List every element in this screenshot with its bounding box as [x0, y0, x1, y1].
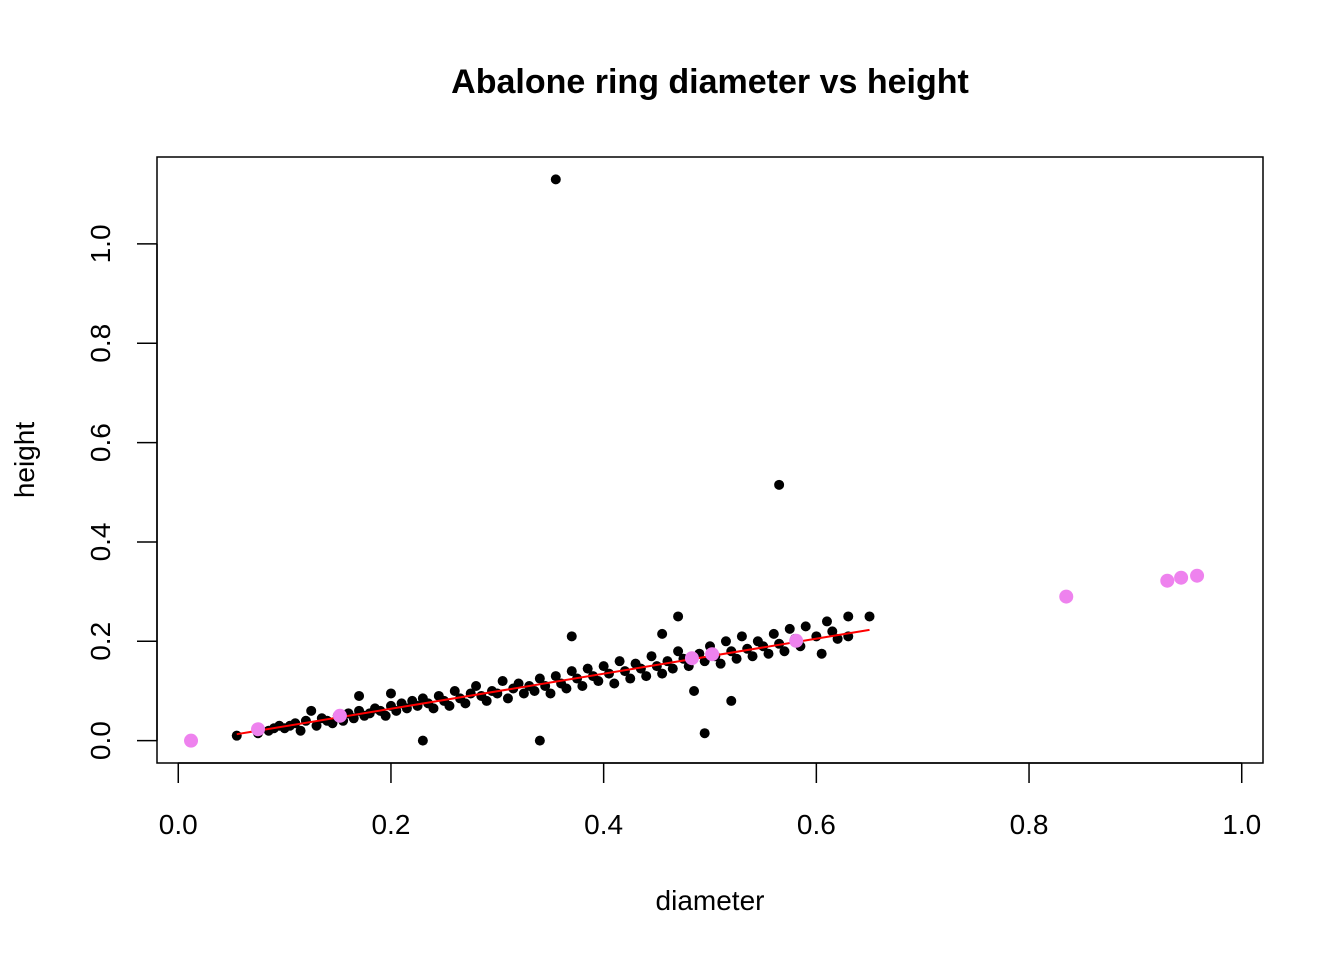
- plot-marks: [184, 174, 1205, 748]
- x-tick-label: 1.0: [1222, 809, 1261, 840]
- data-point: [566, 666, 577, 677]
- data-point: [593, 676, 604, 687]
- data-point: [518, 688, 529, 699]
- data-point: [614, 656, 625, 667]
- data-point: [449, 685, 460, 696]
- data-point: [821, 616, 832, 627]
- data-point: [561, 683, 572, 694]
- data-point: [667, 663, 678, 674]
- data-point: [380, 710, 391, 721]
- plot-frame: [156, 156, 1264, 764]
- data-point: [513, 678, 524, 689]
- data-point: [231, 730, 242, 741]
- data-point: [471, 681, 482, 692]
- data-point: [625, 673, 636, 684]
- highlight-point: [251, 722, 266, 737]
- data-point: [641, 671, 652, 682]
- data-point: [768, 628, 779, 639]
- highlight-point: [1190, 568, 1205, 583]
- y-tick-label: 0.6: [85, 423, 116, 462]
- chart-title: Abalone ring diameter vs height: [451, 63, 969, 101]
- data-point: [699, 728, 710, 739]
- highlight-point: [184, 733, 199, 748]
- data-point: [720, 636, 731, 647]
- highlight-point: [1059, 589, 1074, 604]
- data-point: [385, 688, 396, 699]
- data-point: [417, 735, 428, 746]
- data-point: [657, 668, 668, 679]
- data-point: [295, 725, 306, 736]
- data-point: [444, 700, 455, 711]
- data-point: [784, 623, 795, 634]
- data-point: [689, 685, 700, 696]
- data-point: [763, 648, 774, 659]
- x-axis-label: diameter: [656, 885, 765, 916]
- data-point: [577, 681, 588, 692]
- data-point: [726, 695, 737, 706]
- data-point: [673, 646, 684, 657]
- x-tick-label: 0.8: [1010, 809, 1049, 840]
- data-point: [497, 676, 508, 687]
- data-point: [816, 648, 827, 659]
- data-point: [311, 720, 322, 731]
- highlight-point: [1174, 570, 1189, 585]
- data-point: [460, 698, 471, 709]
- y-axis: 0.0 0.2 0.4 0.6 0.8 1.0: [85, 224, 158, 760]
- y-tick-label: 1.0: [85, 224, 116, 263]
- data-point: [657, 628, 668, 639]
- highlight-point: [332, 708, 347, 723]
- x-tick-label: 0.0: [159, 809, 198, 840]
- x-tick-label: 0.4: [584, 809, 623, 840]
- y-tick-label: 0.2: [85, 622, 116, 661]
- data-point: [550, 671, 561, 682]
- data-point: [428, 703, 439, 714]
- highlight-point: [705, 647, 720, 662]
- data-point: [534, 735, 545, 746]
- data-point: [736, 631, 747, 642]
- highlight-point: [1160, 573, 1175, 588]
- data-point: [864, 611, 875, 622]
- y-tick-label: 0.4: [85, 522, 116, 561]
- data-point: [306, 705, 317, 716]
- data-point: [609, 678, 620, 689]
- data-point: [731, 653, 742, 664]
- x-tick-label: 0.6: [797, 809, 836, 840]
- highlight-point: [789, 633, 804, 648]
- data-point: [502, 693, 513, 704]
- data-point: [779, 646, 790, 657]
- data-point: [598, 661, 609, 672]
- data-point: [673, 611, 684, 622]
- data-point: [843, 611, 854, 622]
- x-axis: 0.0 0.2 0.4 0.6 0.8 1.0: [159, 762, 1261, 840]
- data-point: [747, 651, 758, 662]
- y-tick-label: 0.8: [85, 324, 116, 363]
- regression-line: [236, 628, 870, 736]
- data-point: [582, 663, 593, 674]
- data-point: [646, 651, 657, 662]
- data-point: [529, 685, 540, 696]
- data-point: [715, 658, 726, 669]
- data-point: [774, 479, 785, 490]
- data-point: [354, 690, 365, 701]
- data-point: [481, 695, 492, 706]
- data-point: [566, 631, 577, 642]
- x-tick-label: 0.2: [371, 809, 410, 840]
- data-point: [800, 621, 811, 632]
- data-point: [827, 626, 838, 637]
- y-tick-label: 0.0: [85, 721, 116, 760]
- data-point: [545, 688, 556, 699]
- data-point: [534, 673, 545, 684]
- data-point: [635, 663, 646, 674]
- highlight-point: [684, 651, 699, 666]
- data-point: [550, 174, 561, 185]
- y-axis-label: height: [9, 422, 40, 499]
